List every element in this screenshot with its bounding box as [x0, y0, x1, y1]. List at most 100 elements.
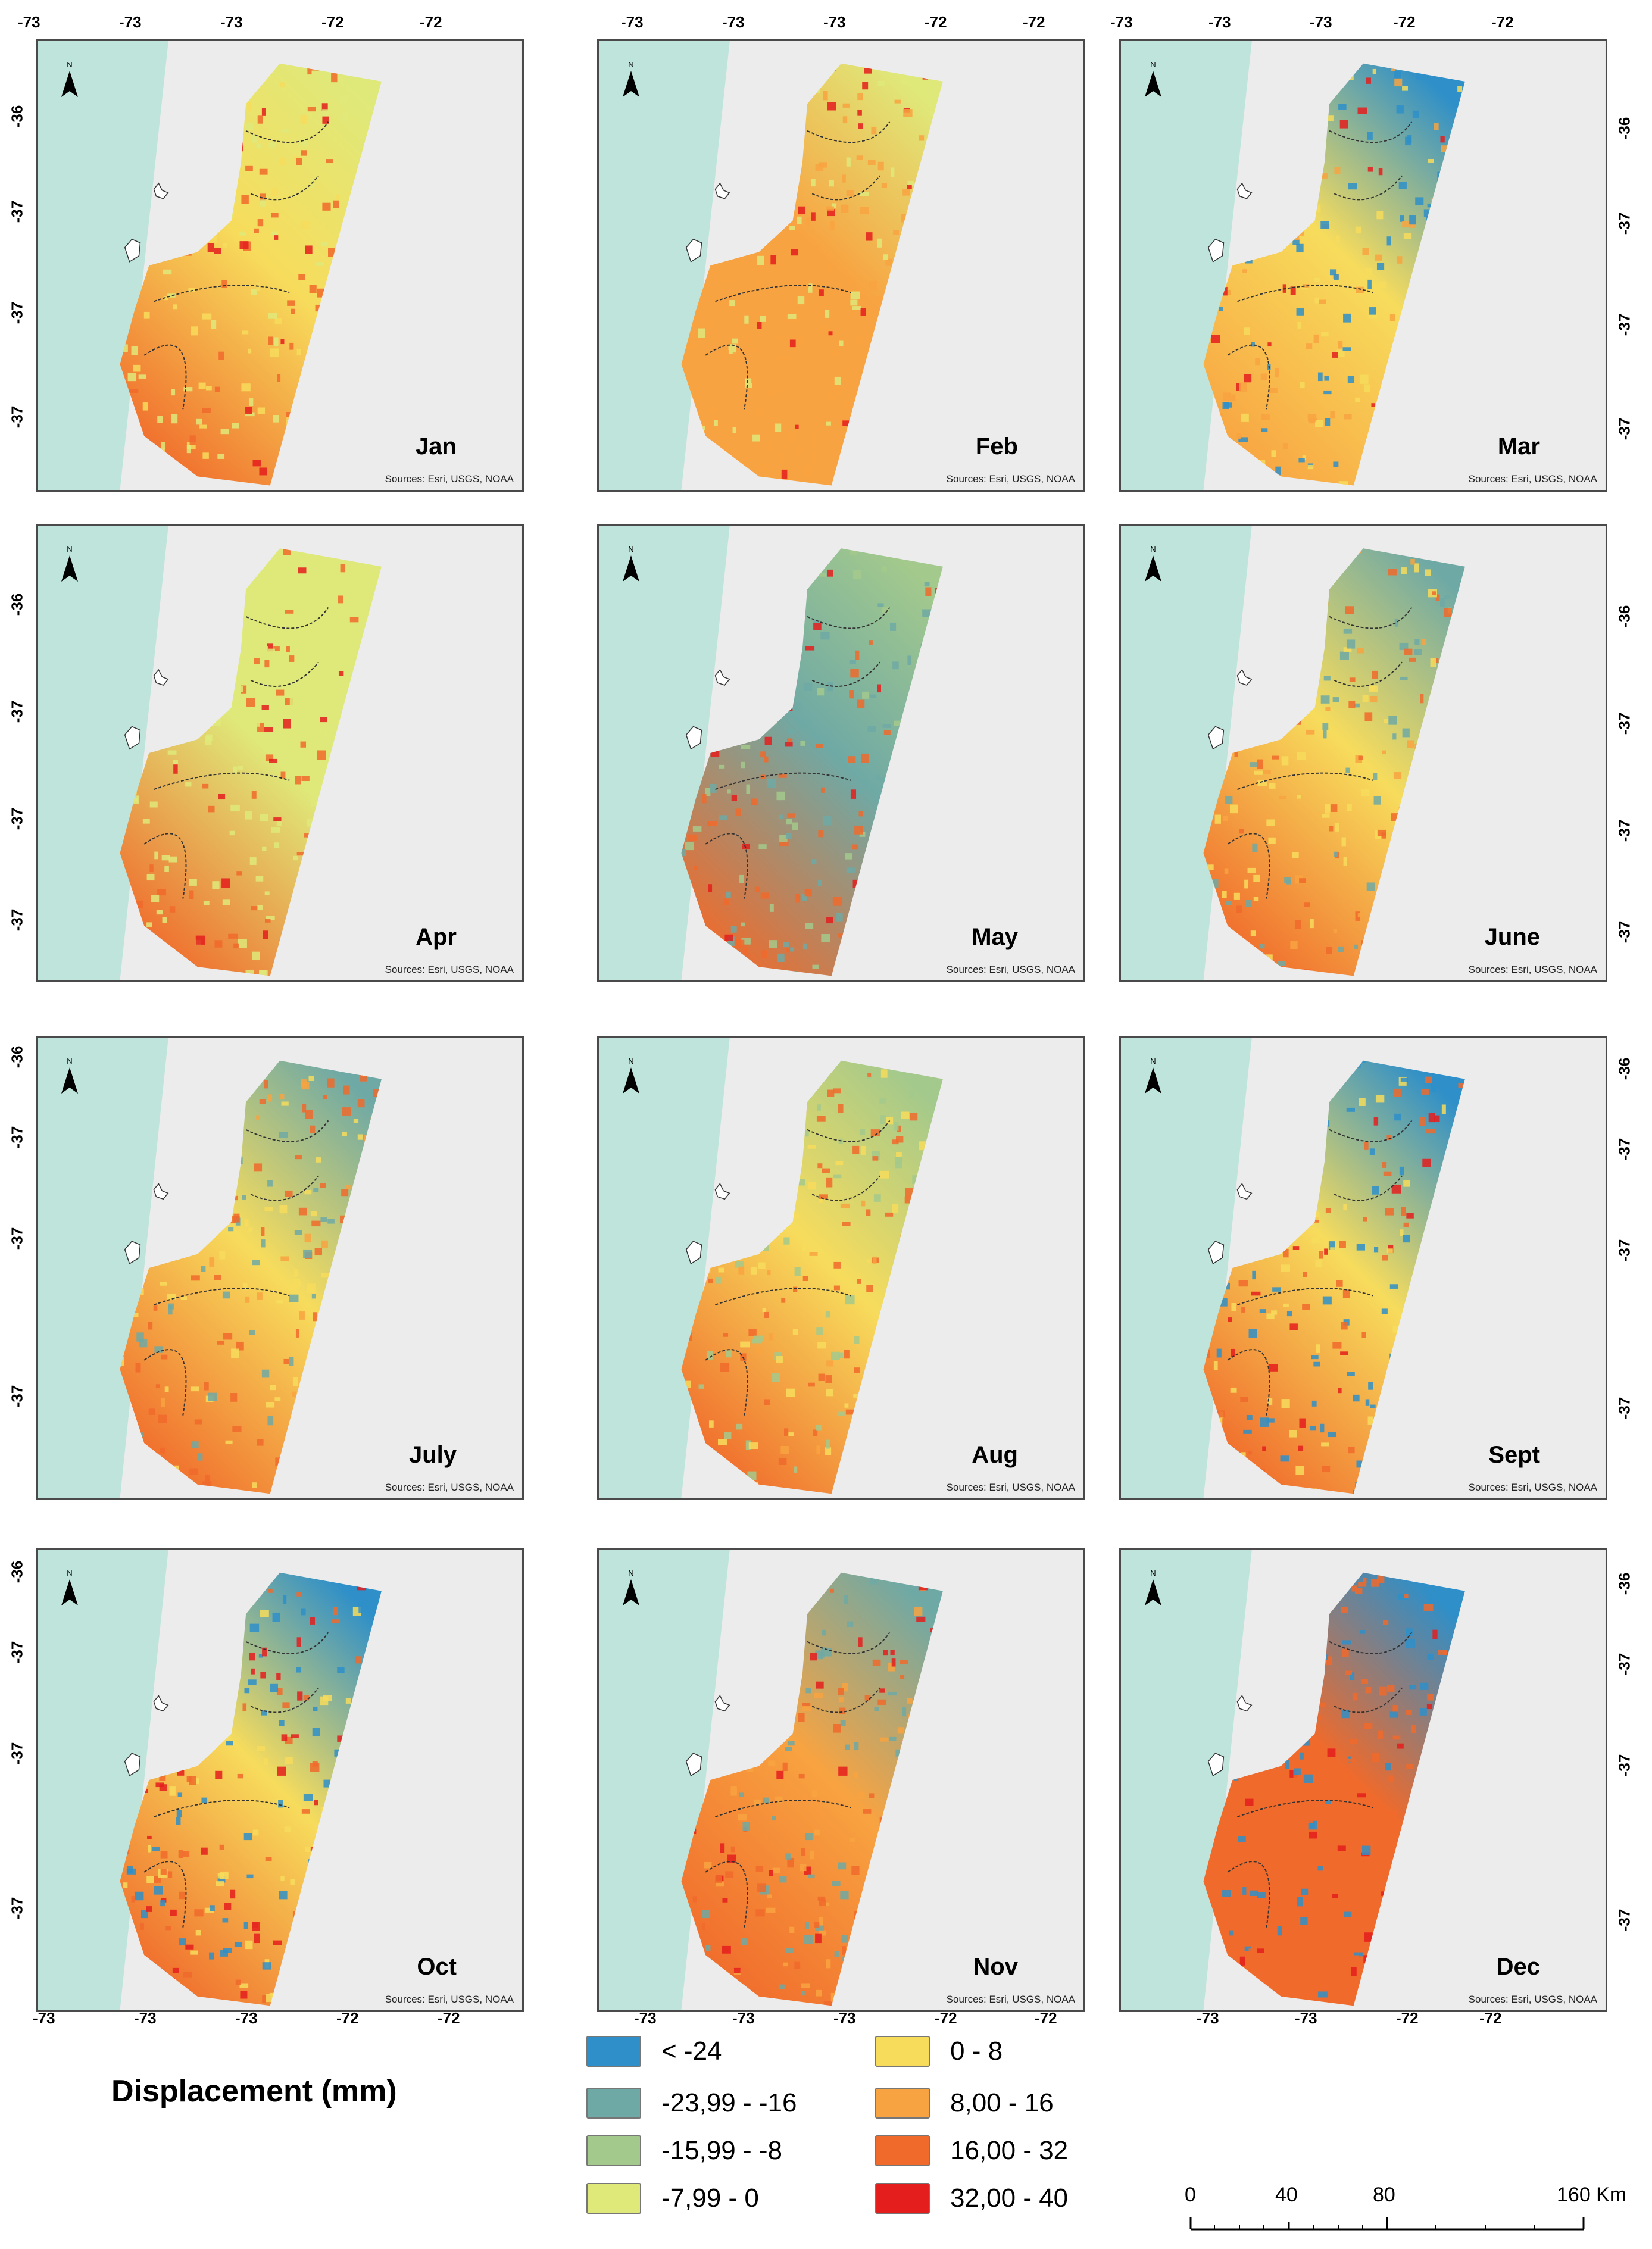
- map-panel-aug: N Aug Sources: Esri, USGS, NOAA: [597, 1036, 1085, 1500]
- lat-tick-right: -36: [1615, 1572, 1634, 1595]
- lat-tick-left: -37: [8, 908, 26, 932]
- month-label: Mar: [1497, 433, 1540, 460]
- lon-tick-bottom: -73: [33, 2009, 55, 2027]
- lat-tick-right: -37: [1615, 417, 1634, 441]
- study-area: [1203, 548, 1465, 976]
- island: [1236, 182, 1253, 199]
- legend-swatch: [586, 2088, 641, 2119]
- legend-item: -7,99 - 0: [586, 2182, 759, 2215]
- lon-tick-top: -73: [18, 13, 40, 31]
- north-label: N: [1150, 60, 1156, 69]
- legend-label: < -24: [661, 2036, 722, 2066]
- lon-tick-bottom: -72: [1035, 2009, 1057, 2027]
- displacement-map: [681, 526, 1083, 980]
- north-label: N: [67, 60, 72, 69]
- legend-label: 32,00 - 40: [950, 2184, 1069, 2213]
- lat-tick-left: -37: [8, 700, 26, 723]
- lat-tick-right: -36: [1615, 1057, 1634, 1080]
- lon-tick-top: -73: [1110, 13, 1133, 31]
- legend-swatch: [586, 2135, 641, 2166]
- legend-label: -7,99 - 0: [661, 2184, 759, 2213]
- study-area: [681, 1572, 943, 2006]
- island: [714, 669, 730, 686]
- north-label: N: [67, 1569, 72, 1578]
- month-label: Aug: [972, 1442, 1018, 1468]
- scale-label-80: 80: [1373, 2184, 1395, 2206]
- month-label: Nov: [973, 1954, 1018, 1980]
- north-arrow-icon: N: [619, 59, 643, 101]
- lat-tick-left: -37: [8, 1227, 26, 1250]
- peninsula: [1207, 1241, 1225, 1264]
- legend-item: 32,00 - 40: [875, 2182, 1068, 2215]
- legend-label: 0 - 8: [950, 2036, 1003, 2066]
- lon-tick-top: -73: [621, 13, 644, 31]
- displacement-map: [1203, 41, 1606, 490]
- legend-swatch: [875, 2183, 930, 2214]
- lon-tick-bottom: -72: [336, 2009, 359, 2027]
- lon-tick-bottom: -72: [1396, 2009, 1419, 2027]
- map-panel-july: N July Sources: Esri, USGS, NOAA: [36, 1036, 524, 1500]
- north-arrow-icon: N: [58, 1567, 82, 1609]
- displacement-map: [120, 1550, 522, 2010]
- commune-boundaries: [705, 121, 891, 410]
- north-arrow-icon: N: [1141, 1567, 1165, 1609]
- displacement-map: [1203, 1550, 1606, 2010]
- lon-tick-top: -73: [1208, 13, 1231, 31]
- lat-tick-left: -37: [8, 1742, 26, 1765]
- lon-tick-bottom: -73: [833, 2009, 856, 2027]
- scale-bar: [1189, 2217, 1585, 2231]
- north-arrow-icon: N: [58, 1055, 82, 1097]
- lat-tick-left: -37: [8, 1897, 26, 1920]
- lon-tick-top: -73: [722, 13, 745, 31]
- legend-item: -23,99 - -16: [586, 2086, 797, 2120]
- study-area: [1203, 1572, 1465, 2006]
- scale-label-40: 40: [1275, 2184, 1298, 2206]
- displacement-map: [681, 41, 1083, 490]
- north-label: N: [628, 1057, 633, 1066]
- north-label: N: [628, 1569, 633, 1578]
- lat-tick-right: -37: [1615, 212, 1634, 235]
- lat-tick-right: -37: [1615, 920, 1634, 944]
- displacement-map: [681, 1550, 1083, 2010]
- lon-tick-bottom: -73: [1295, 2009, 1317, 2027]
- legend-label: 8,00 - 16: [950, 2088, 1054, 2117]
- north-label: N: [1150, 1569, 1156, 1578]
- lon-tick-bottom: -72: [935, 2009, 957, 2027]
- island: [1236, 669, 1253, 686]
- displacement-map: [120, 526, 522, 980]
- legend-label: -23,99 - -16: [661, 2088, 797, 2117]
- lat-tick-left: -37: [8, 405, 26, 429]
- source-credit: Sources: Esri, USGS, NOAA: [946, 1482, 1075, 1493]
- month-label: Feb: [975, 433, 1018, 460]
- legend-title: Displacement (mm): [111, 2074, 397, 2109]
- peninsula: [685, 1241, 702, 1264]
- north-arrow-icon: N: [1141, 1055, 1165, 1097]
- peninsula: [124, 726, 141, 750]
- legend-item: 16,00 - 32: [875, 2134, 1068, 2167]
- map-panel-feb: N Feb Sources: Esri, USGS, NOAA: [597, 39, 1085, 492]
- source-credit: Sources: Esri, USGS, NOAA: [385, 1994, 514, 2005]
- source-credit: Sources: Esri, USGS, NOAA: [1468, 473, 1597, 485]
- lat-tick-right: -37: [1615, 819, 1634, 842]
- lon-tick-top: -72: [321, 13, 344, 31]
- lat-tick-left: -37: [8, 1385, 26, 1408]
- north-label: N: [1150, 1057, 1156, 1066]
- peninsula: [124, 239, 141, 263]
- commune-boundaries: [1227, 607, 1413, 899]
- peninsula: [685, 726, 702, 750]
- lon-tick-bottom: -73: [134, 2009, 157, 2027]
- commune-boundaries: [143, 121, 329, 410]
- source-credit: Sources: Esri, USGS, NOAA: [946, 473, 1075, 485]
- lon-tick-bottom: -73: [732, 2009, 755, 2027]
- north-arrow-icon: N: [619, 1055, 643, 1097]
- map-panel-may: N May Sources: Esri, USGS, NOAA: [597, 524, 1085, 982]
- map-panel-june: N June Sources: Esri, USGS, NOAA: [1119, 524, 1607, 982]
- island: [153, 182, 169, 199]
- island: [714, 182, 730, 199]
- scale-label-0: 0: [1185, 2184, 1196, 2206]
- source-credit: Sources: Esri, USGS, NOAA: [385, 473, 514, 485]
- source-credit: Sources: Esri, USGS, NOAA: [946, 1994, 1075, 2005]
- source-credit: Sources: Esri, USGS, NOAA: [946, 964, 1075, 975]
- peninsula: [1207, 1753, 1225, 1776]
- study-area: [120, 63, 382, 486]
